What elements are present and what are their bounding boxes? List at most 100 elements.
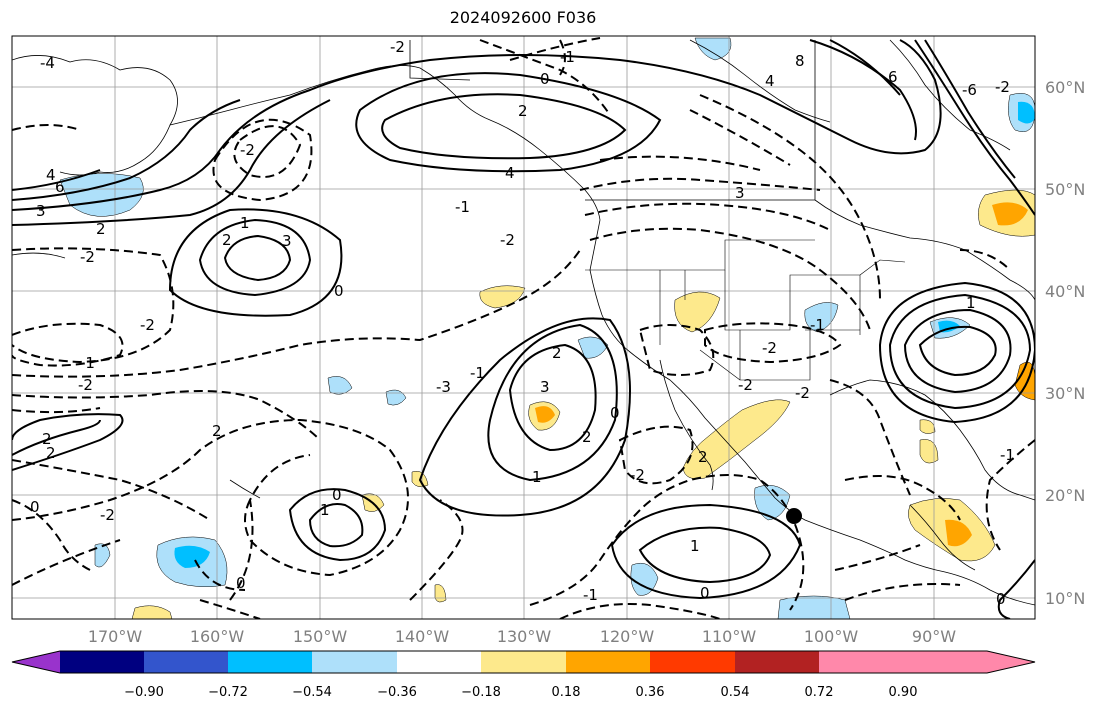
map-plot-area — [12, 36, 1035, 619]
contour-label: 1 — [240, 214, 250, 232]
colorbar-bin — [481, 651, 566, 673]
contour-label: 8 — [795, 52, 805, 70]
shade-negative — [94, 543, 111, 568]
shade-positive-strong — [1014, 361, 1035, 401]
colorbar-tick-label: 0.18 — [552, 685, 581, 700]
contour-label: 1 — [966, 294, 976, 312]
contour-label: 4 — [46, 166, 56, 184]
shade-negative — [804, 302, 839, 333]
map-frame — [11, 35, 1036, 620]
colorbar-tick-label: −0.90 — [124, 685, 164, 700]
shade-negative — [754, 484, 791, 521]
shade-negative — [385, 389, 407, 406]
shade-negative — [577, 336, 609, 359]
contour-label: 0 — [332, 486, 342, 504]
contour-label: 3 — [540, 378, 550, 396]
lat-label: 50°N — [1045, 180, 1085, 199]
contour-label: -2 — [140, 316, 155, 334]
contour-label: -2 — [100, 506, 115, 524]
shade-positive — [919, 439, 939, 464]
contour-label: -1 — [80, 354, 95, 372]
shade-negative — [777, 595, 851, 619]
colorbar-bin — [397, 651, 481, 673]
contour-label: 0 — [700, 584, 710, 602]
contour-label: 2 — [582, 428, 592, 446]
contour-label: -2 — [630, 466, 645, 484]
lon-label: 120°W — [600, 627, 655, 646]
contour-label: 0 — [236, 574, 246, 592]
contour-label: 4 — [765, 72, 775, 90]
storm-center-marker — [786, 508, 802, 524]
lon-label: 100°W — [804, 627, 859, 646]
shade-positive — [682, 399, 791, 480]
colorbar-tick-label: 0.90 — [889, 685, 918, 700]
lon-label: 140°W — [395, 627, 450, 646]
contour-label: 0 — [996, 590, 1006, 608]
contour-labels: -2 -1 0 2 4 8 -1 -2 4 3 -4 6 4 6 -6 3 2 … — [30, 38, 1015, 608]
colorbar-outline — [11, 650, 1036, 674]
contour-label: -2 — [80, 248, 95, 266]
contour-label: 2 — [518, 102, 528, 120]
colorbar-bin — [566, 651, 650, 673]
lon-label: 150°W — [293, 627, 348, 646]
solid-contours — [12, 39, 1035, 619]
contour-label: -2 — [762, 339, 777, 357]
contour-label: -2 — [240, 141, 255, 159]
colorbar-ticks: −0.90 −0.72 −0.54 −0.36 −0.18 0.18 0.36 … — [124, 685, 917, 700]
contour-label: -1 — [810, 316, 825, 334]
contour-label: -2 — [500, 231, 515, 249]
contour-label: 6 — [888, 68, 898, 86]
dashed-contours — [12, 37, 1035, 619]
contour-label: 2 — [42, 430, 52, 448]
contour-label: 3 — [282, 232, 292, 250]
shade-positive — [674, 291, 721, 333]
colorbar-bin — [228, 651, 312, 673]
colorbar-tick-label: 0.72 — [805, 685, 834, 700]
shade-positive — [919, 419, 936, 434]
contour-label: -2 — [795, 384, 810, 402]
contour-label: 2 — [698, 448, 708, 466]
contour-label: -1 — [583, 586, 598, 604]
contour-label: 2 — [96, 220, 106, 238]
map-title: 2024092600 F036 — [449, 8, 597, 27]
contour-label: 1 — [690, 537, 700, 555]
lat-label: 60°N — [1045, 78, 1085, 97]
colorbar — [11, 650, 1036, 674]
contour-label: -2 — [78, 376, 93, 394]
political-borders — [585, 239, 906, 381]
lat-label: 40°N — [1045, 282, 1085, 301]
contour-label: 1 — [532, 468, 542, 486]
shade-positive-strong — [992, 202, 1028, 226]
latitude-labels: 60°N 50°N 40°N 30°N 20°N 10°N — [1045, 78, 1085, 608]
colorbar-tick-label: −0.36 — [377, 685, 417, 700]
contour-label: -1 — [455, 198, 470, 216]
colorbar-extend-high — [819, 651, 1035, 673]
shade-negative — [327, 376, 353, 395]
colorbar-bin — [312, 651, 397, 673]
contour-label: -1 — [470, 364, 485, 382]
contour-label: -2 — [390, 38, 405, 56]
shade-negative-strong — [1018, 101, 1035, 124]
lon-label: 90°W — [912, 627, 956, 646]
contour-label: -2 — [995, 78, 1010, 96]
lon-label: 170°W — [88, 627, 143, 646]
graticule — [12, 36, 1035, 619]
lat-label: 10°N — [1045, 589, 1085, 608]
lon-label: 130°W — [497, 627, 552, 646]
contour-label: 2 — [552, 344, 562, 362]
shade-positive-strong — [945, 519, 972, 547]
contour-label: 0 — [334, 282, 344, 300]
shade-negative — [630, 562, 659, 596]
contour-label: -1 — [560, 48, 575, 66]
contour-label: -3 — [436, 378, 451, 396]
longitude-labels: 170°W 160°W 150°W 140°W 130°W 120°W 110°… — [88, 627, 956, 646]
shade-positive-strong — [535, 406, 555, 423]
contour-label: 3 — [36, 202, 46, 220]
colorbar-tick-label: 0.54 — [721, 685, 750, 700]
shade-negative-strong — [174, 545, 210, 568]
shade-positive — [131, 605, 173, 619]
contour-label: 6 — [55, 178, 65, 196]
contour-label: 2 — [46, 444, 56, 462]
contour-label: -2 — [738, 376, 753, 394]
